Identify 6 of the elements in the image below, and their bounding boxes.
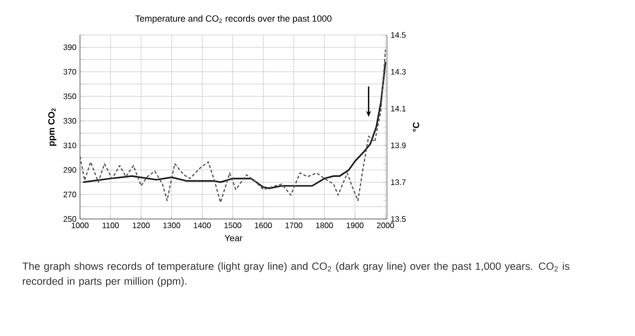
y-axis-title: ppm CO$_{2}$: [48, 108, 56, 146]
y2-axis-title: °C: [412, 122, 420, 132]
chart-title: Temperature and CO$_{2}$ records over the past 1000: [135, 15, 332, 24]
x-axis-title: Year: [224, 235, 242, 242]
line-series: [80, 49, 386, 204]
text: The graph shows records of temperature (light gray line) and CO$_{2}$ (dark gray line) over the past 1,000 years. CO$_{2}$ is recorded in parts per million (ppm).: [22, 262, 570, 287]
